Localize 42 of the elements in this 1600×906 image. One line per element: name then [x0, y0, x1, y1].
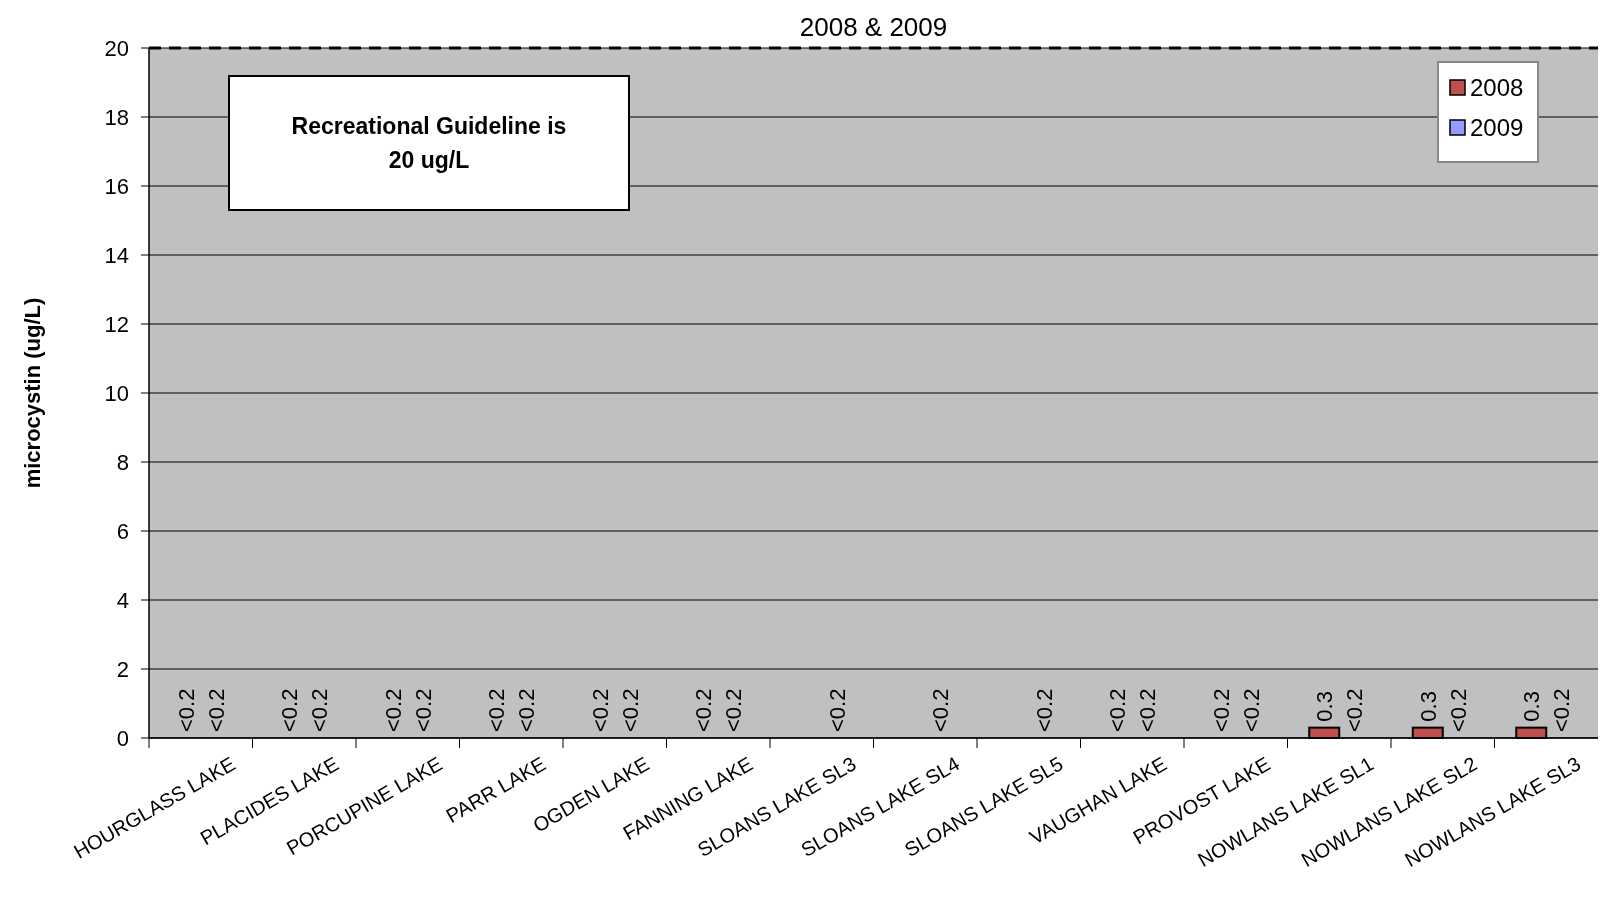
text-box: Recreational Guideline is 20 ug/L	[228, 75, 630, 211]
data-label: 0.3	[1312, 691, 1338, 722]
text: <0.2	[1445, 688, 1471, 732]
y-tick-label: 14	[104, 242, 129, 268]
text: <0.2	[1105, 688, 1131, 732]
text: <0.2	[484, 688, 510, 732]
text: <0.2	[203, 688, 229, 732]
legend-label: 2008	[1470, 74, 1524, 102]
text: <0.2	[587, 688, 613, 732]
y-tick-label: 6	[116, 518, 129, 544]
y-tick-label: 0	[116, 725, 129, 751]
text: <0.2	[410, 688, 436, 732]
legend-label: 2009	[1470, 114, 1524, 142]
text: <0.2	[691, 688, 717, 732]
text: <0.2	[1342, 688, 1368, 732]
text: <0.2	[1208, 688, 1234, 732]
text: <0.2	[380, 688, 406, 732]
data-label: 0.3	[1519, 691, 1545, 722]
text: <0.2	[1031, 688, 1057, 732]
text: <0.2	[617, 688, 643, 732]
y-tick-label: 8	[116, 449, 129, 475]
y-tick-label: 20	[104, 35, 129, 61]
text: <0.2	[1549, 688, 1575, 732]
text: <0.2	[514, 688, 540, 732]
data-label: 0.3	[1415, 691, 1441, 722]
y-tick-label: 12	[104, 311, 129, 337]
text: <0.2	[173, 688, 199, 732]
text: <0.2	[721, 688, 747, 732]
text: <0.2	[307, 688, 333, 732]
annotation: Recreational Guideline is 20 ug/L	[291, 113, 567, 174]
y-tick-label: 4	[116, 587, 129, 613]
text: <0.2	[277, 688, 303, 732]
text: <0.2	[928, 688, 954, 732]
y-tick-label: 2	[116, 656, 129, 682]
y-tick-label: 10	[104, 380, 129, 406]
y-axis-title: microcystin (ug/L)	[20, 297, 45, 489]
text: <0.2	[1135, 688, 1161, 732]
y-tick-label: 18	[104, 104, 129, 130]
text: <0.2	[824, 688, 850, 732]
y-tick-label: 16	[104, 173, 129, 199]
text: <0.2	[1238, 688, 1264, 732]
chart-title: 2008 & 2009	[799, 12, 948, 42]
